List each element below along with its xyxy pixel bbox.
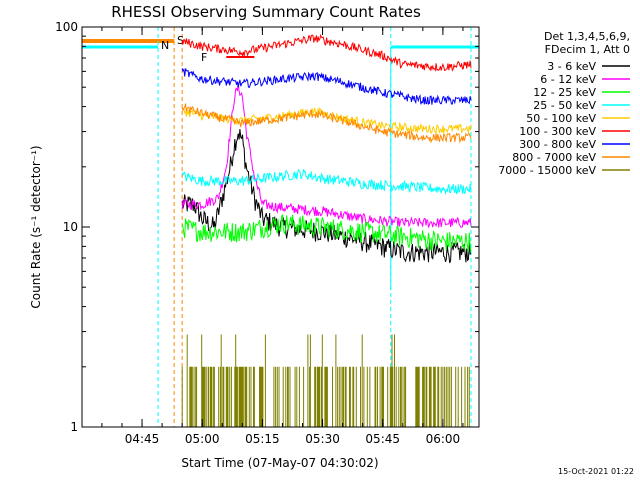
legend-label-0: 3 - 6 keV [547,60,596,73]
x-tick-label: 05:45 [365,432,400,446]
legend-label-7: 800 - 7000 keV [512,151,596,164]
x-tick-label: 05:00 [185,432,220,446]
x-tick-label: 04:45 [125,432,160,446]
series-line-3 [181,168,472,196]
series-line-6 [181,68,472,105]
x-axis-label: Start Time (07-May-07 04:30:02) [181,456,378,470]
night-flag-label: N [161,39,169,52]
y-tick-label: 10 [63,220,78,234]
series-layer [181,33,472,427]
x-tick-label: 05:30 [305,432,340,446]
legend-label-2: 12 - 25 keV [533,86,596,99]
chart-title: RHESSI Observing Summary Count Rates [111,3,421,21]
series-line-8 [181,334,470,427]
saa-flag-label: S [177,34,184,47]
timestamp: 15-Oct-2021 01:22 [558,467,634,476]
legend-label-8: 7000 - 15000 keV [498,164,596,177]
legend-label-4: 50 - 100 keV [526,112,596,125]
legend: Det 1,3,4,5,6,9,FDecim 1, Att 0 3 - 6 keV… [498,30,630,177]
y-tick-label: 1 [70,420,78,434]
y-tick-label: 100 [55,20,78,34]
flare-flag-label: F [201,51,207,64]
series-line-5 [181,33,472,72]
legend-label-6: 300 - 800 keV [519,138,596,151]
legend-label-5: 100 - 300 keV [519,125,596,138]
series-line-0 [181,129,472,264]
x-tick-label: 05:15 [245,432,280,446]
x-tick-label: 06:00 [426,432,461,446]
legend-header-0: Det 1,3,4,5,6,9, [544,30,630,43]
series-line-7 [181,103,472,144]
legend-label-3: 25 - 50 keV [533,99,596,112]
y-axis-label: Count Rate (s⁻¹ detector⁻¹) [29,145,43,308]
y-axis: 1 10 100 [55,20,479,434]
legend-label-1: 6 - 12 keV [540,73,596,86]
series-line-1 [181,82,472,228]
legend-header-1: FDecim 1, Att 0 [545,43,630,56]
x-axis: 04:45 05:00 05:15 05:30 05:45 06:00 [101,27,464,446]
series-line-2 [181,214,472,253]
